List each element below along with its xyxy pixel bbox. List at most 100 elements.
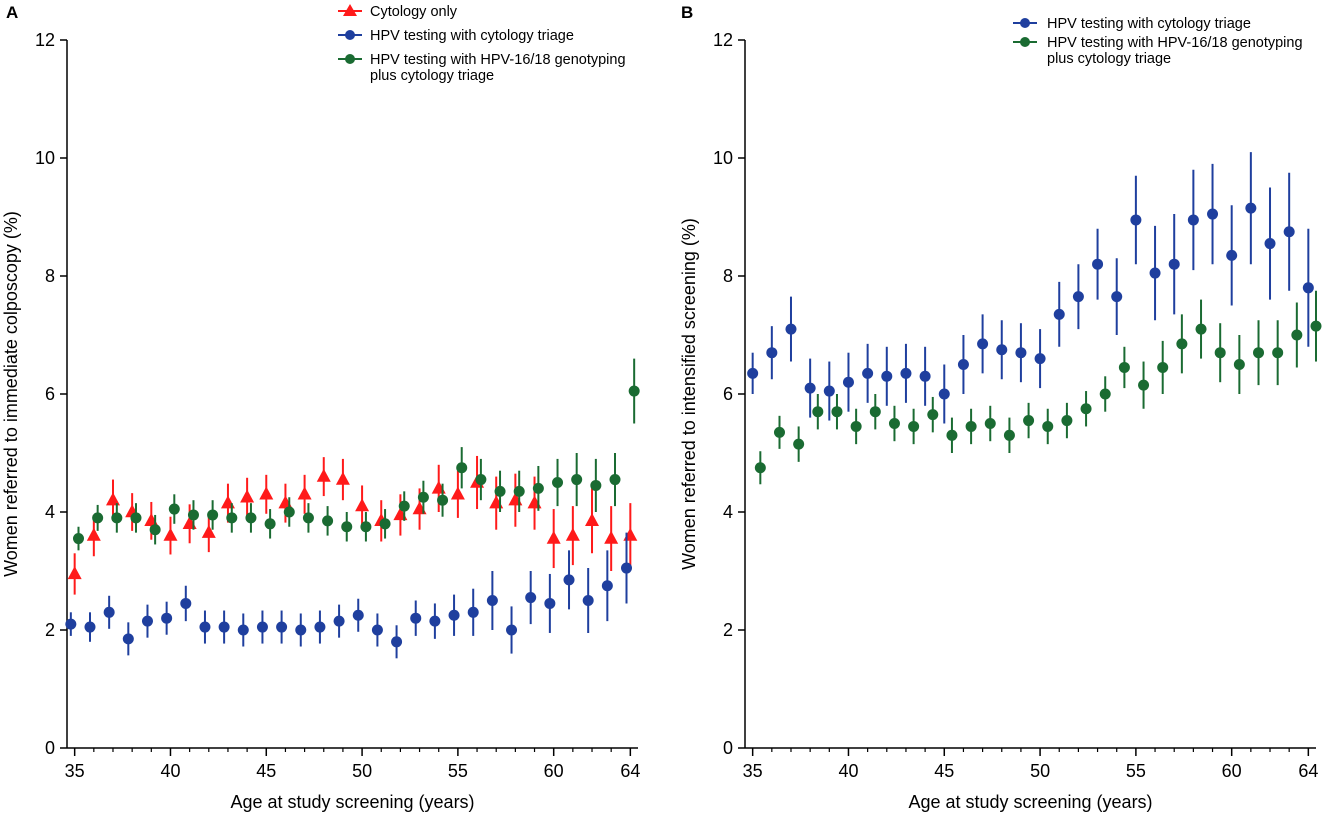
x-tick-label: 60 bbox=[544, 761, 564, 781]
data-point bbox=[565, 527, 580, 541]
data-point bbox=[1195, 323, 1207, 335]
data-point bbox=[1226, 249, 1238, 261]
data-point bbox=[506, 624, 518, 636]
data-point bbox=[226, 512, 238, 524]
data-point bbox=[220, 495, 235, 509]
data-point bbox=[67, 566, 82, 580]
y-tick-label: 6 bbox=[723, 384, 733, 404]
data-point bbox=[1092, 258, 1104, 270]
data-point bbox=[130, 512, 142, 524]
data-point bbox=[908, 420, 920, 432]
panel-letter: B bbox=[681, 3, 693, 22]
x-tick-label: 50 bbox=[1030, 761, 1050, 781]
data-point bbox=[1130, 214, 1142, 226]
legend-label: HPV testing with cytology triage bbox=[1047, 16, 1251, 32]
data-point bbox=[1283, 226, 1295, 238]
data-point bbox=[201, 524, 216, 538]
data-point bbox=[623, 527, 638, 541]
data-point bbox=[103, 606, 115, 618]
data-point bbox=[996, 344, 1008, 356]
data-point bbox=[525, 592, 537, 604]
data-point bbox=[341, 521, 353, 533]
data-point bbox=[927, 409, 939, 421]
series-3 bbox=[72, 358, 640, 551]
data-point bbox=[448, 609, 460, 621]
y-axis-label: Women referred to intensified screening … bbox=[679, 218, 699, 570]
data-point bbox=[1061, 415, 1073, 427]
data-point bbox=[766, 347, 778, 359]
y-tick-label: 2 bbox=[723, 620, 733, 640]
data-point bbox=[552, 477, 564, 488]
data-point bbox=[1310, 320, 1322, 332]
x-tick-label: 55 bbox=[448, 761, 468, 781]
x-tick-label: 40 bbox=[160, 761, 180, 781]
data-point bbox=[302, 512, 314, 524]
data-point bbox=[297, 486, 312, 500]
data-point bbox=[486, 595, 498, 606]
legend-label: HPV testing with HPV-16/18 genotyping bbox=[370, 52, 626, 68]
series-2 bbox=[754, 290, 1322, 485]
data-point bbox=[72, 533, 84, 545]
data-point bbox=[417, 491, 429, 503]
series-2 bbox=[65, 532, 633, 659]
data-point bbox=[161, 612, 173, 624]
y-tick-label: 12 bbox=[713, 30, 733, 50]
x-tick-label: 45 bbox=[256, 761, 276, 781]
data-point bbox=[283, 506, 295, 518]
data-point bbox=[563, 574, 575, 586]
data-point bbox=[984, 418, 996, 429]
x-tick-label: 45 bbox=[934, 761, 954, 781]
data-point bbox=[456, 462, 468, 474]
data-point bbox=[322, 515, 334, 527]
data-point bbox=[144, 513, 159, 527]
data-point bbox=[65, 618, 77, 630]
data-point bbox=[1157, 361, 1169, 373]
data-point bbox=[1023, 415, 1035, 427]
data-point bbox=[360, 521, 372, 533]
data-point bbox=[571, 474, 583, 486]
data-point bbox=[900, 367, 912, 379]
data-point bbox=[1072, 291, 1084, 303]
data-point bbox=[245, 512, 257, 524]
data-point bbox=[475, 474, 487, 486]
data-point bbox=[168, 503, 180, 515]
x-tick-label: 35 bbox=[65, 761, 85, 781]
series-1 bbox=[747, 152, 1314, 424]
panel-letter: A bbox=[6, 3, 18, 22]
x-axis-label: Age at study screening (years) bbox=[230, 792, 474, 812]
x-axis-label: Age at study screening (years) bbox=[908, 792, 1152, 812]
data-point bbox=[256, 621, 268, 633]
data-point bbox=[371, 624, 383, 636]
data-point bbox=[582, 595, 594, 606]
legend: Cytology only HPV testing with cytology t… bbox=[338, 4, 626, 84]
data-point bbox=[412, 501, 427, 515]
y-tick-label: 0 bbox=[45, 738, 55, 758]
data-point bbox=[92, 512, 104, 524]
data-point bbox=[754, 462, 766, 474]
data-point bbox=[823, 385, 835, 397]
data-point bbox=[149, 524, 161, 536]
y-tick-label: 0 bbox=[723, 738, 733, 758]
legend-label: plus cytology triage bbox=[1047, 51, 1171, 67]
data-point bbox=[180, 597, 192, 609]
x-tick-label: 55 bbox=[1126, 761, 1146, 781]
data-point bbox=[1053, 308, 1065, 320]
data-point bbox=[628, 385, 640, 397]
legend-marker bbox=[343, 4, 357, 16]
data-point bbox=[276, 621, 288, 633]
y-tick-label: 2 bbox=[45, 620, 55, 640]
data-point bbox=[850, 420, 862, 432]
data-point bbox=[141, 615, 153, 627]
legend-marker bbox=[345, 54, 355, 64]
data-point bbox=[532, 482, 544, 494]
data-point bbox=[1187, 214, 1199, 226]
data-point bbox=[1118, 361, 1130, 373]
data-point bbox=[888, 418, 900, 429]
data-point bbox=[379, 518, 391, 530]
data-point bbox=[1168, 258, 1180, 270]
data-point bbox=[585, 513, 600, 527]
y-axis-label: Women referred to immediate colposcopy (… bbox=[1, 211, 21, 577]
data-point bbox=[84, 621, 96, 633]
data-point bbox=[1264, 238, 1276, 250]
data-point bbox=[278, 495, 293, 509]
